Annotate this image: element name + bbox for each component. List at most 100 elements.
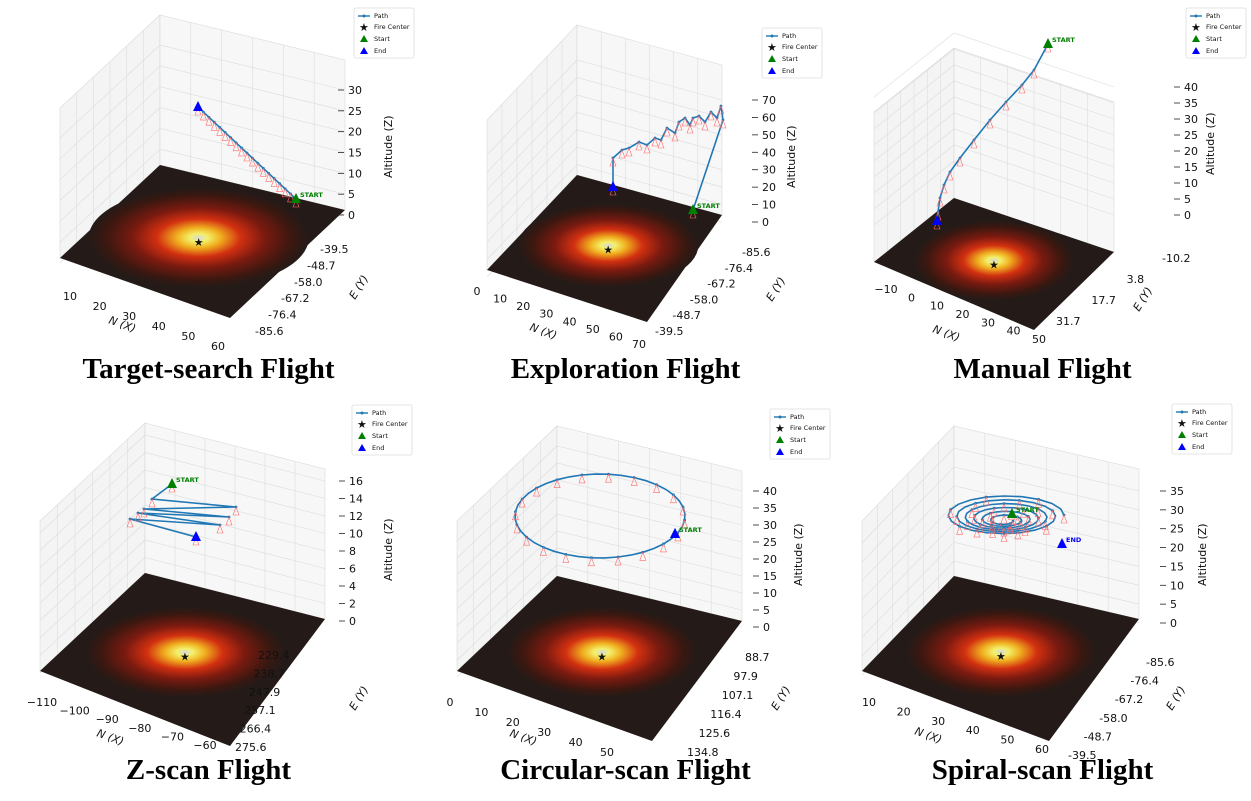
legend-path-dot (360, 411, 364, 415)
grid-line (486, 77, 723, 173)
legend-path-label: Path (374, 12, 388, 20)
camera-footprint (1000, 532, 1008, 542)
camera-footprint (265, 172, 273, 182)
fire-center-marker: ★ (996, 650, 1006, 663)
x-tick-label: 10 (493, 293, 507, 306)
camera-footprint (553, 478, 561, 489)
x-tick-label: −70 (161, 730, 184, 743)
y-tick-label: 31.7 (1056, 315, 1081, 328)
fire-center-marker: ★ (180, 650, 190, 663)
camera-footprint (695, 115, 703, 125)
camera-footprint (1030, 69, 1038, 79)
y-tick-label: -76.4 (725, 262, 753, 275)
camera-footprint (651, 137, 659, 147)
z-tick-label: 20 (1184, 145, 1198, 158)
grid-line (861, 504, 1140, 600)
z-tick-label: 35 (1170, 485, 1184, 498)
legend-end-label: End (1206, 47, 1218, 55)
grid-line (873, 64, 1115, 130)
legend-path-label: Path (790, 413, 804, 421)
y-tick-label: -48.7 (307, 259, 335, 272)
camera-footprint (625, 147, 633, 157)
grid-line (861, 485, 1140, 581)
camera-footprint (1000, 514, 1008, 524)
caption-exploration: Exploration Flight (510, 353, 741, 385)
camera-footprint (707, 111, 715, 121)
camera-footprint (713, 117, 721, 127)
camera-footprint (1024, 515, 1032, 525)
camera-footprint (227, 136, 235, 146)
y-tick-label: 275.6 (235, 741, 267, 754)
camera-footprint (225, 516, 233, 526)
grid-line (486, 129, 723, 225)
panel-target-search: ★ 0 5 10 15 20 25 30 Altitude (Z) 10 20 30 40 50 60 N (… (0, 0, 417, 400)
z-tick-label: 2 (349, 598, 356, 611)
camera-footprint (686, 124, 694, 134)
chart-exploration: ★ 0 10 20 30 40 50 60 70 Altitude (Z) 0 10 20 30 40 50 6… (474, 24, 823, 351)
camera-footprint (578, 474, 586, 484)
x-tick-label: 10 (474, 706, 488, 719)
y-axis-label: E (Y) (347, 273, 372, 302)
camera-footprint (970, 139, 978, 149)
camera-footprint (971, 514, 979, 524)
legend-fire-icon: ★ (767, 41, 777, 54)
z-tick-label: 30 (1184, 113, 1198, 126)
camera-footprint (618, 149, 626, 159)
grid-line (873, 128, 1115, 194)
z-tick-label: 0 (1170, 617, 1177, 630)
grid-line (59, 65, 346, 160)
grid-line (873, 96, 1115, 162)
camera-footprint (630, 476, 638, 486)
camera-footprint (210, 121, 218, 131)
y-tick-label: 3.8 (1127, 273, 1145, 286)
y-axis-label: E (Y) (769, 684, 794, 713)
z-tick-label: 30 (1170, 504, 1184, 517)
camera-footprint (1020, 508, 1027, 518)
legend-fire-label: Fire Center (790, 424, 826, 432)
y-tick-label: -39.5 (1068, 749, 1096, 761)
camera-footprint (1000, 502, 1008, 512)
legend-end-label: End (782, 67, 794, 75)
legend-start-icon (776, 436, 784, 443)
x-axis-label: N (X) (931, 323, 962, 345)
z-tick-label: 10 (1184, 177, 1198, 190)
camera-footprint (717, 105, 725, 115)
legend-path-dot (362, 14, 366, 18)
x-tick-label: 50 (1032, 333, 1046, 346)
x-tick-label: 0 (908, 291, 915, 304)
fire-heatmap (518, 203, 699, 288)
z-tick-label: 60 (762, 111, 776, 124)
z-tick-label: 0 (349, 615, 356, 628)
legend-end-icon (1178, 443, 1186, 450)
z-tick-label: 25 (1170, 523, 1184, 536)
camera-footprint (609, 157, 617, 167)
camera-footprint (518, 498, 526, 508)
z-tick-label: 40 (762, 146, 776, 159)
x-tick-label: 40 (152, 320, 166, 333)
grid-line (39, 452, 326, 551)
end-marker (932, 215, 942, 225)
camera-footprint (675, 121, 683, 131)
x-axis-label: N (X) (508, 727, 539, 749)
end-label: END (1066, 536, 1082, 544)
grid-line (456, 445, 743, 542)
z-tick-label: 0 (762, 216, 769, 229)
camera-footprint (1042, 525, 1050, 535)
grid-line (456, 462, 743, 559)
camera-footprint (987, 512, 994, 522)
x-tick-label: 20 (897, 705, 911, 718)
y-tick-label: -58.0 (1099, 712, 1127, 725)
camera-footprint (964, 520, 971, 530)
x-tick-label: 10 (63, 290, 77, 303)
panel-manual: ★ 0 5 10 15 20 25 30 35 40 Altitude (Z) −10 0 10 20 30 4… (834, 0, 1251, 400)
chart-spiral-scan: ★ 0 5 10 15 20 25 30 35 Altitude (Z) 10 20 30 40 50 60 N… (861, 403, 1233, 761)
z-tick-label: 5 (1184, 193, 1191, 206)
camera-footprint (200, 111, 207, 121)
camera-footprint (605, 473, 612, 483)
camera-footprint (1035, 498, 1042, 508)
camera-footprint (689, 117, 697, 127)
grid-line (59, 107, 346, 201)
x-tick-label: 30 (122, 310, 136, 323)
camera-footprint (976, 523, 984, 533)
z-tick-label: 10 (349, 528, 363, 541)
